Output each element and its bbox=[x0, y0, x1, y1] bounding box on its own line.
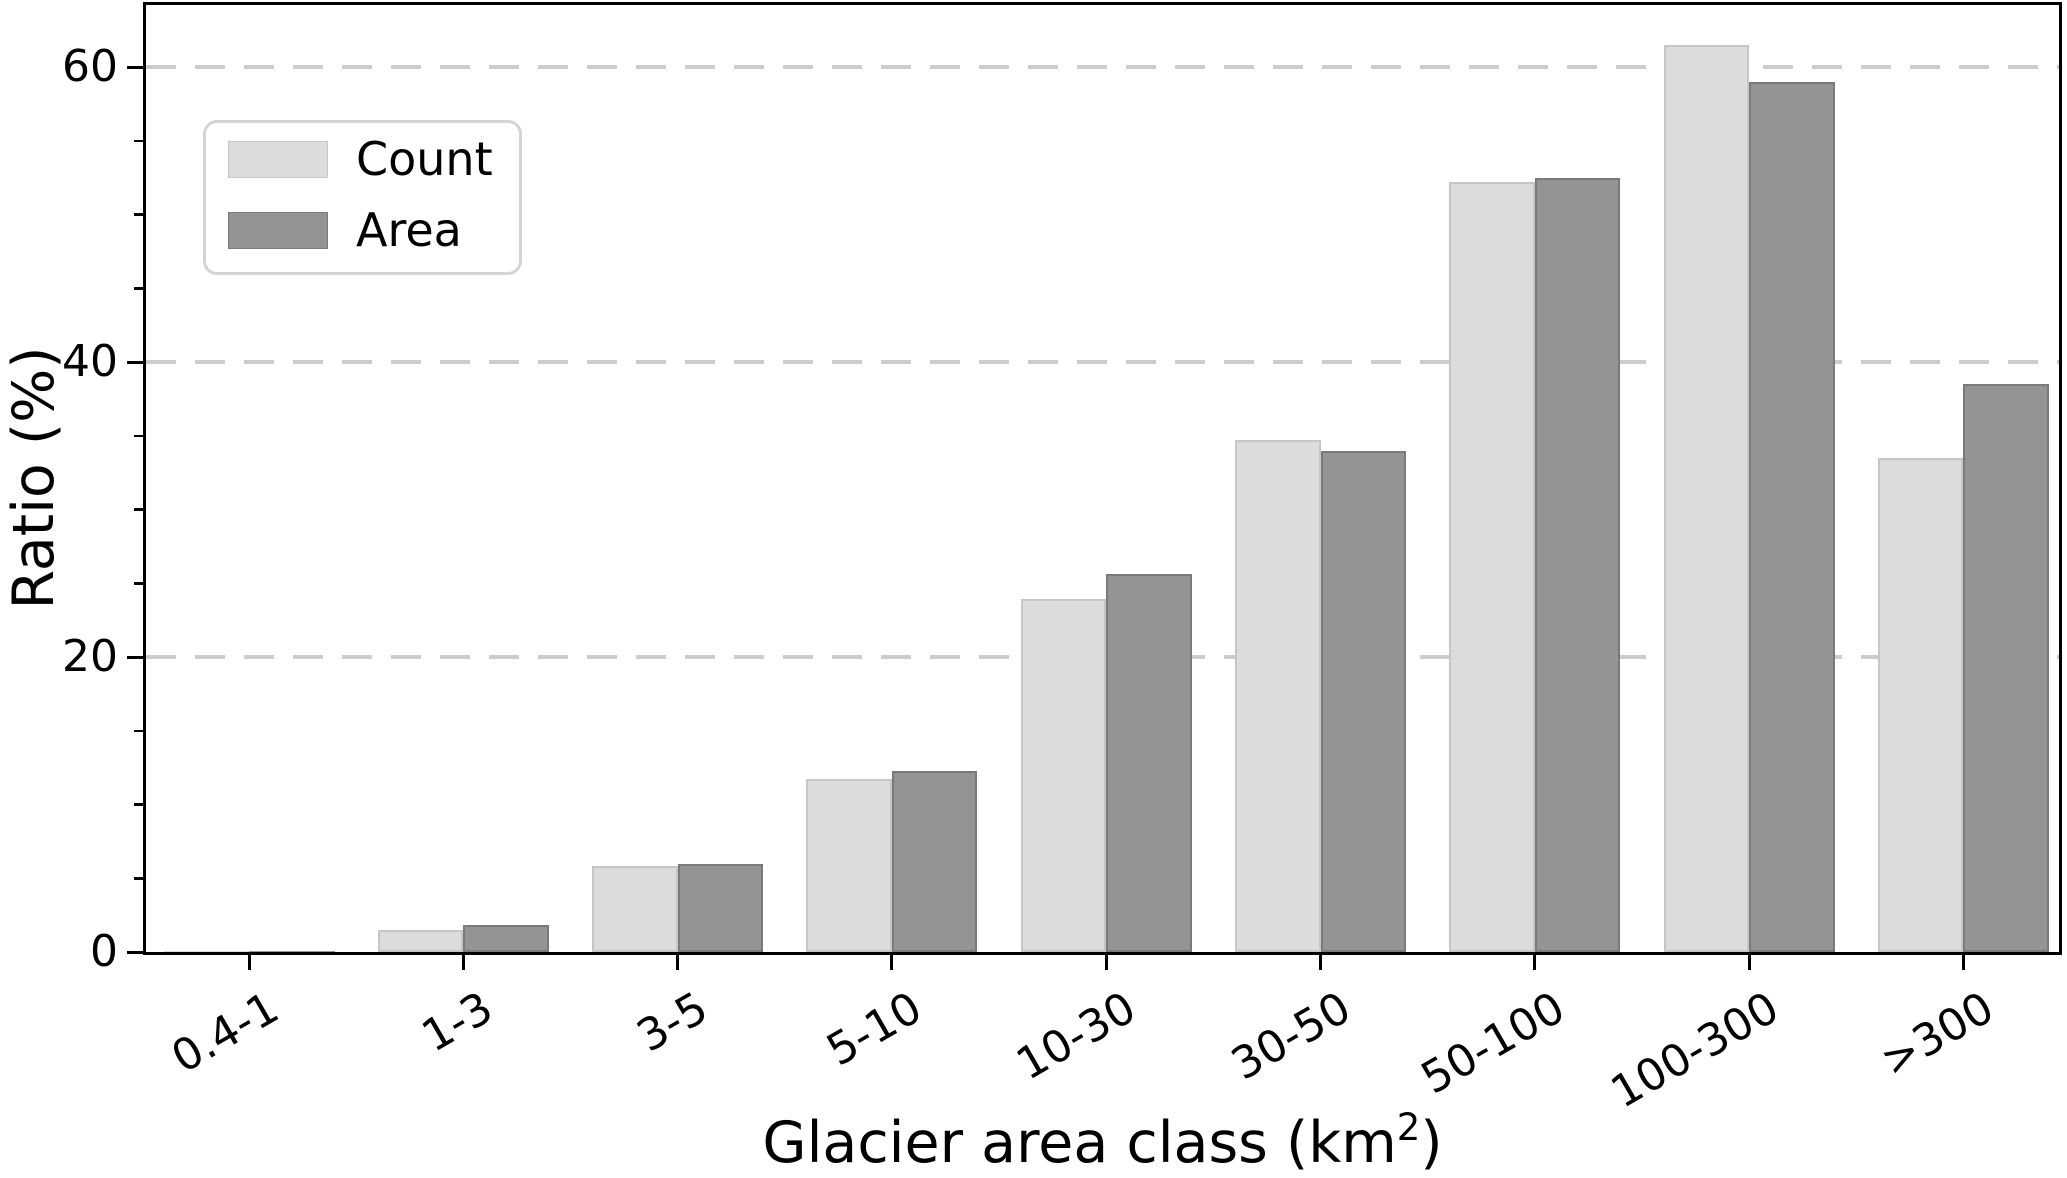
y-tick-60 bbox=[127, 65, 144, 69]
x-tick-label-30-50: 30-50 bbox=[1222, 982, 1359, 1091]
y-minor-tick-5 bbox=[134, 877, 144, 880]
legend-box: Count Area bbox=[203, 120, 522, 275]
y-tick-40 bbox=[127, 360, 144, 364]
legend-label-area: Area bbox=[356, 203, 462, 257]
x-tick-label-3-5: 3-5 bbox=[628, 982, 717, 1063]
y-minor-tick-55 bbox=[134, 139, 144, 142]
legend-swatch-count bbox=[228, 141, 328, 178]
x-tick-10-30 bbox=[1104, 952, 1108, 970]
bar-area-3-5 bbox=[677, 863, 764, 952]
bar-count-0.4-1 bbox=[163, 951, 249, 952]
y-gridline-60 bbox=[146, 65, 2059, 69]
x-tick-label-5-10: 5-10 bbox=[818, 982, 931, 1077]
x-tick-30-50 bbox=[1319, 952, 1322, 970]
bar-count-1-3 bbox=[377, 929, 464, 952]
x-tick-label-10-30: 10-30 bbox=[1008, 982, 1145, 1091]
bar-area-10-30 bbox=[1106, 574, 1192, 952]
bar-area-50-100 bbox=[1534, 177, 1621, 952]
x-tick-label-100-300: 100-300 bbox=[1602, 982, 1788, 1119]
x-tick->300 bbox=[1961, 952, 1965, 970]
bar-count-5-10 bbox=[806, 779, 892, 952]
x-tick-label->300: >300 bbox=[1871, 982, 2002, 1087]
bar-area-30-50 bbox=[1320, 450, 1406, 952]
bar-count-50-100 bbox=[1449, 182, 1535, 952]
plot-area bbox=[143, 2, 2062, 955]
x-tick-3-5 bbox=[676, 952, 680, 970]
y-minor-tick-50 bbox=[134, 213, 144, 216]
y-tick-label-60: 60 bbox=[62, 41, 118, 92]
bar-count-10-30 bbox=[1020, 599, 1107, 952]
y-minor-tick-10 bbox=[134, 803, 144, 806]
y-tick-label-40: 40 bbox=[62, 336, 118, 387]
x-tick-5-10 bbox=[890, 952, 894, 970]
legend-label-count: Count bbox=[356, 132, 493, 186]
x-axis-title-superscript: 2 bbox=[1396, 1106, 1421, 1150]
x-tick-100-300 bbox=[1747, 952, 1751, 970]
y-gridline-40 bbox=[146, 360, 2059, 364]
y-minor-tick-30 bbox=[134, 508, 144, 511]
bar-area-1-3 bbox=[463, 925, 549, 952]
y-minor-tick-15 bbox=[134, 729, 144, 732]
bar-count->300 bbox=[1877, 457, 1964, 952]
x-tick-label-0.4-1: 0.4-1 bbox=[163, 982, 288, 1084]
x-tick-1-3 bbox=[461, 952, 465, 970]
bar-count-3-5 bbox=[592, 866, 678, 952]
y-minor-tick-45 bbox=[134, 287, 144, 290]
bar-area-5-10 bbox=[891, 770, 978, 952]
y-tick-label-0: 0 bbox=[90, 926, 118, 977]
y-axis-title: Ratio (%) bbox=[1, 346, 67, 610]
x-axis-title-suffix: ) bbox=[1420, 1110, 1443, 1176]
y-minor-tick-25 bbox=[134, 582, 144, 585]
x-tick-label-50-100: 50-100 bbox=[1412, 982, 1574, 1105]
bar-area->300 bbox=[1963, 384, 2049, 952]
bar-count-100-300 bbox=[1663, 44, 1750, 952]
x-axis-title: Glacier area class (km2) bbox=[143, 1100, 2062, 1173]
x-tick-0.4-1 bbox=[247, 952, 251, 970]
bar-area-100-300 bbox=[1749, 81, 1835, 952]
legend-swatch-area bbox=[228, 212, 328, 249]
bar-count-30-50 bbox=[1235, 440, 1321, 952]
y-tick-0 bbox=[127, 950, 144, 954]
x-axis-title-text: Glacier area class (km bbox=[762, 1110, 1397, 1176]
x-tick-50-100 bbox=[1533, 952, 1537, 970]
bar-area-0.4-1 bbox=[249, 950, 335, 952]
legend-row-count: Count bbox=[206, 133, 519, 187]
y-minor-tick-35 bbox=[134, 434, 144, 437]
legend-row-area: Area bbox=[206, 204, 519, 258]
y-tick-label-20: 20 bbox=[62, 631, 118, 682]
y-tick-20 bbox=[127, 655, 144, 659]
x-tick-label-1-3: 1-3 bbox=[414, 982, 502, 1063]
